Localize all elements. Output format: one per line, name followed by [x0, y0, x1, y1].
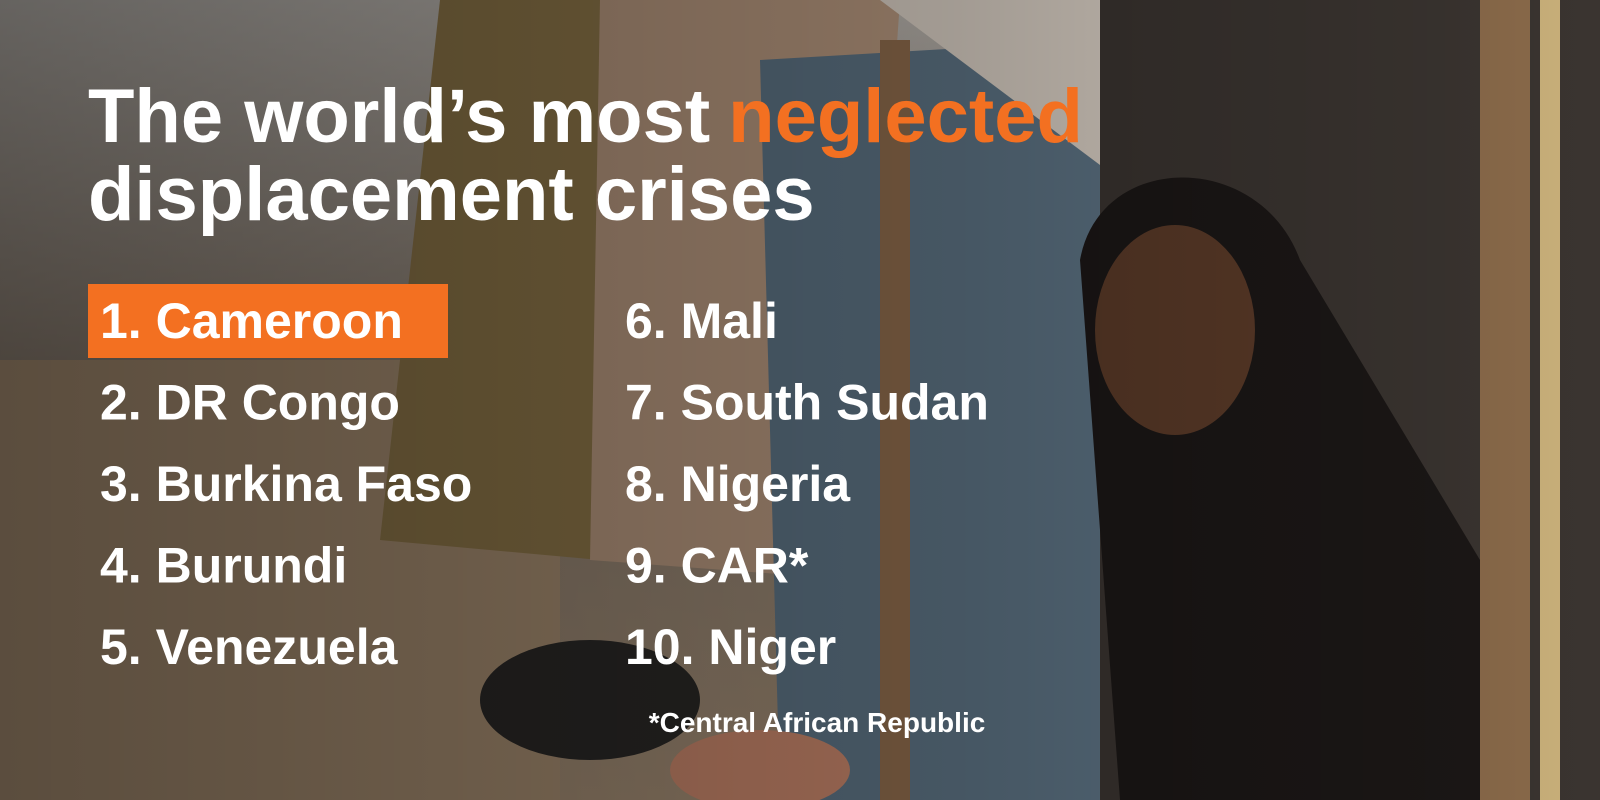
list-item: 10. Niger — [625, 619, 836, 675]
list-item: 4. Burundi — [100, 538, 347, 594]
highlight-box — [88, 284, 448, 358]
list-item: 9. CAR* — [625, 538, 809, 594]
list-item: 2. DR Congo — [100, 375, 400, 431]
list-item: 6. Mali — [625, 293, 778, 349]
list-item: 8. Nigeria — [625, 456, 851, 512]
list-item: 3. Burkina Faso — [100, 456, 472, 512]
footnote: *Central African Republic — [649, 707, 986, 738]
list-item: 7. South Sudan — [625, 375, 989, 431]
title-line1: The world’s most neglected — [88, 74, 1083, 159]
list-item: 5. Venezuela — [100, 619, 399, 675]
list-item: 1. Cameroon — [100, 293, 403, 349]
title-line2: displacement crises — [88, 152, 815, 237]
title-text: The world’s most — [88, 74, 710, 159]
title-highlight: neglected — [728, 74, 1083, 159]
